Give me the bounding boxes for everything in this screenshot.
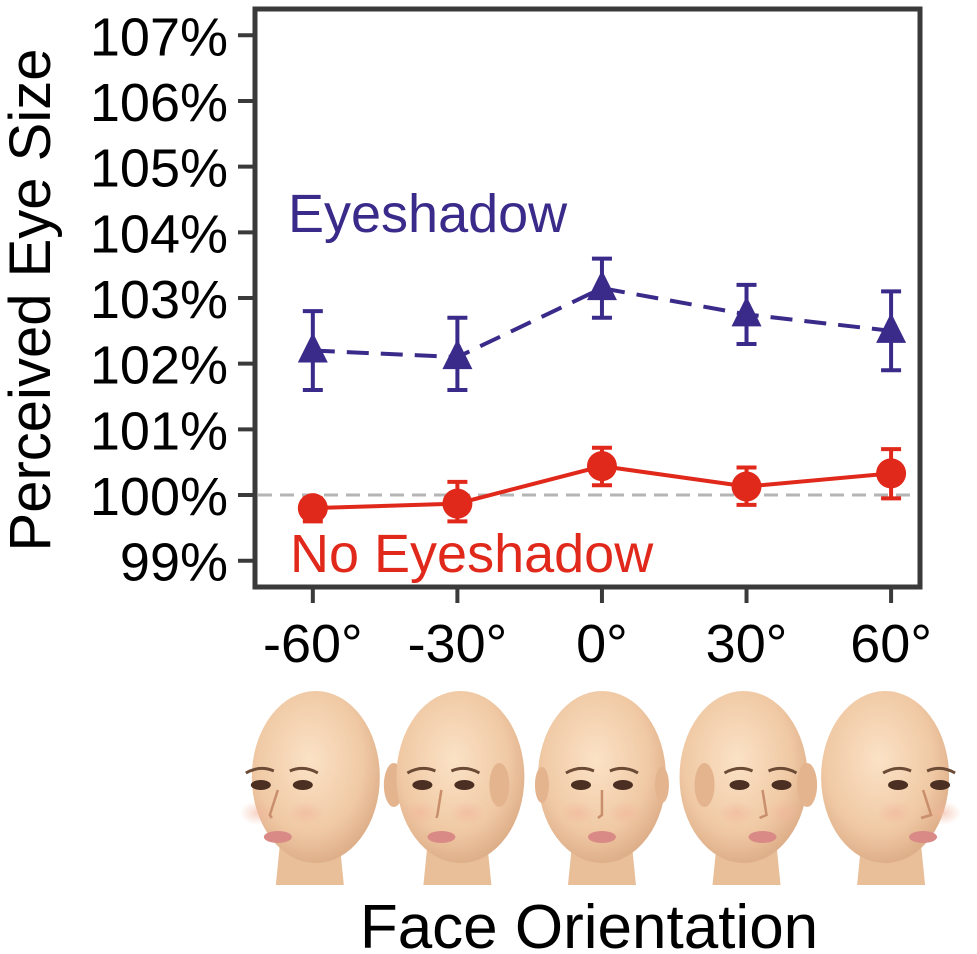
- y-axis: 99%100%101%102%103%104%105%106%107%: [90, 7, 255, 593]
- face-eyebrow: [406, 766, 436, 775]
- face-eye: [729, 780, 750, 790]
- x-tick-label: 30°: [706, 614, 788, 674]
- face-lips: [587, 831, 616, 843]
- face-image-face-left-60: [239, 691, 404, 885]
- data-point: [731, 471, 762, 502]
- data-point: [731, 296, 762, 327]
- face-eyebrow: [767, 766, 798, 775]
- face-nose: [920, 789, 933, 820]
- data-point: [876, 312, 907, 343]
- series-labels: Eyeshadow No Eyeshadow: [288, 184, 654, 584]
- face-cheek: [925, 801, 962, 825]
- face-ear: [694, 763, 715, 807]
- data-point: [876, 458, 907, 489]
- y-tick-label: 102%: [90, 336, 228, 396]
- series-eyeshadow: [297, 256, 907, 392]
- label-no-eyeshadow: No Eyeshadow: [290, 524, 654, 584]
- y-tick-label: 107%: [90, 7, 228, 67]
- face-images: [239, 691, 962, 885]
- y-tick-label: 106%: [90, 73, 228, 133]
- face-lips: [909, 831, 938, 843]
- x-tick-label: 60°: [850, 614, 932, 674]
- face-image-face-right-60: [797, 691, 962, 885]
- data-point: [586, 451, 617, 482]
- face-image-face-left-30: [396, 691, 525, 885]
- x-tick-label: 0°: [576, 614, 628, 674]
- face-nose: [597, 790, 604, 819]
- x-axis-label: Face Orientation: [360, 893, 818, 954]
- face-eyebrow: [882, 766, 912, 775]
- face-eyebrow: [450, 766, 481, 775]
- face-eyebrow: [289, 766, 319, 775]
- face-nose: [759, 789, 768, 820]
- data-point: [442, 488, 473, 519]
- face-ear: [654, 767, 669, 803]
- face-eye: [888, 780, 909, 790]
- data-point: [586, 270, 617, 301]
- face-cheek: [559, 801, 596, 825]
- face-lips: [263, 831, 292, 843]
- face-head: [251, 691, 380, 863]
- face-image-face-frontal: [534, 691, 669, 885]
- face-ear: [489, 763, 510, 807]
- label-eyeshadow: Eyeshadow: [288, 184, 568, 244]
- face-lips: [748, 831, 777, 843]
- face-ear: [797, 763, 818, 807]
- face-cheek: [449, 801, 486, 825]
- y-tick-label: 105%: [90, 139, 228, 199]
- x-tick-label: -30°: [408, 614, 508, 674]
- plot-area: Eyeshadow No Eyeshadow: [252, 6, 923, 590]
- y-tick-label: 99%: [120, 533, 228, 593]
- y-axis-label: Perceived Eye Size: [0, 49, 63, 552]
- face-cheek: [877, 801, 914, 825]
- series-no-eyeshadow: [297, 445, 907, 524]
- face-eye: [771, 780, 792, 790]
- face-nose: [268, 789, 280, 819]
- face-cheek: [718, 801, 755, 825]
- face-cheek: [239, 801, 276, 825]
- face-eye: [454, 780, 475, 790]
- plot-frame: [252, 6, 923, 590]
- data-point: [442, 339, 473, 370]
- face-head: [821, 691, 950, 863]
- series-layer: [297, 256, 907, 524]
- face-lips: [427, 831, 456, 843]
- y-tick-label: 100%: [90, 467, 228, 527]
- x-tick-label: -60°: [263, 614, 363, 674]
- y-tick-label: 103%: [90, 270, 228, 330]
- face-nose: [435, 789, 443, 819]
- face-eye: [250, 780, 271, 790]
- data-point: [297, 332, 328, 363]
- face-eyebrow: [723, 766, 754, 775]
- face-eyebrow: [926, 766, 956, 775]
- face-eye: [292, 780, 313, 790]
- y-tick-label: 101%: [90, 401, 228, 461]
- data-point: [297, 493, 328, 524]
- face-eye: [930, 780, 951, 790]
- face-cheek: [287, 801, 324, 825]
- face-eye: [412, 780, 433, 790]
- face-eyebrow: [565, 766, 595, 775]
- face-eyebrow: [245, 766, 275, 775]
- face-eyebrow: [609, 766, 639, 775]
- face-ear: [534, 767, 549, 803]
- face-eye: [570, 780, 591, 790]
- face-image-face-right-30: [679, 691, 808, 885]
- x-axis: -60° -30° 0° 30° 60°: [263, 587, 932, 674]
- y-tick-label: 104%: [90, 204, 228, 264]
- face-cheek: [766, 801, 803, 825]
- face-eye: [612, 780, 633, 790]
- face-cheek: [401, 801, 438, 825]
- face-cheek: [607, 801, 644, 825]
